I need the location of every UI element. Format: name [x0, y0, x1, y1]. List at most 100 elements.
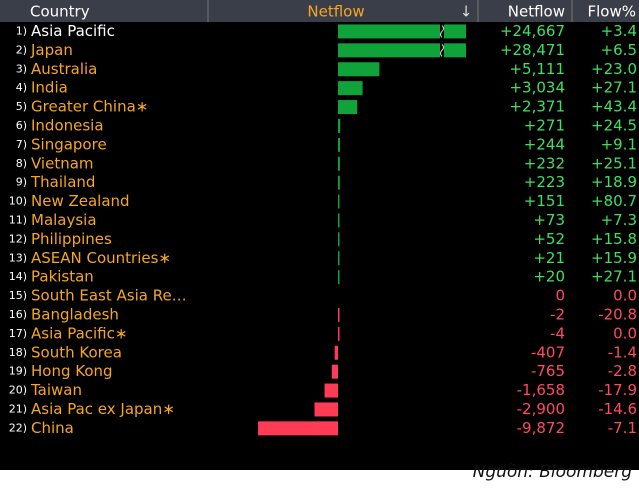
netflow-bar — [338, 156, 340, 171]
netflow-bar — [258, 421, 338, 436]
rank: 17) — [9, 327, 27, 340]
netflow-bar — [337, 326, 340, 341]
header-netflow-bar[interactable]: Netflow — [307, 3, 364, 21]
flow-pct: +43.4 — [591, 98, 637, 116]
rank: 10) — [9, 195, 27, 208]
netflow-bar — [338, 118, 341, 133]
bar-break-mark — [440, 43, 444, 57]
flow-pct: -17.9 — [598, 381, 637, 399]
flow-pct: +23.0 — [591, 60, 637, 78]
netflow-bar — [338, 24, 466, 39]
rank: 21) — [9, 402, 27, 415]
flow-pct: +9.1 — [601, 135, 637, 153]
netflow-bar — [314, 402, 338, 417]
rank: 11) — [9, 213, 27, 226]
flow-pct: +18.9 — [591, 173, 637, 191]
netflow-value: -2,900 — [517, 400, 565, 418]
flow-pct: +6.5 — [601, 41, 637, 59]
source-caption: Nguồn: Bloomberg — [473, 461, 633, 482]
rank: 7) — [16, 138, 27, 151]
rank: 15) — [9, 289, 27, 302]
country-name: India — [31, 79, 68, 97]
flow-pct: +25.1 — [591, 154, 637, 172]
country-name: New Zealand — [31, 192, 130, 210]
country-name: Philippines — [31, 230, 112, 248]
country-name: Asia Pacific∗ — [31, 324, 127, 342]
netflow-bar — [338, 43, 466, 58]
flow-pct: +7.3 — [601, 211, 637, 229]
country-name: ASEAN Countries∗ — [31, 249, 171, 267]
country-name: Indonesia — [31, 116, 104, 134]
netflow-value: +271 — [524, 116, 565, 134]
header-country[interactable]: Country — [30, 3, 90, 21]
country-name: Bangladesh — [31, 305, 119, 323]
netflow-bar — [338, 270, 340, 285]
netflow-value: +20 — [533, 268, 565, 286]
netflow-value: +24,667 — [500, 22, 565, 40]
rank: 16) — [9, 308, 27, 321]
netflow-bar — [338, 137, 340, 152]
rank: 14) — [9, 270, 27, 283]
flow-pct: +24.5 — [591, 116, 637, 134]
rank: 18) — [9, 346, 27, 359]
netflow-value: -407 — [531, 343, 565, 361]
rank: 3) — [16, 62, 27, 75]
netflow-value: -2 — [550, 305, 565, 323]
terminal-bg — [0, 0, 639, 470]
flow-pct: +27.1 — [591, 79, 637, 97]
rank: 19) — [9, 365, 27, 378]
sort-arrow: ↓ — [460, 3, 473, 21]
netflow-value: +52 — [533, 230, 565, 248]
country-name: Hong Kong — [31, 362, 113, 380]
flow-pct: 0.0 — [613, 287, 637, 305]
flow-pct: +15.9 — [591, 249, 637, 267]
rank: 1) — [16, 24, 27, 37]
netflow-value: +223 — [524, 173, 565, 191]
rank: 6) — [16, 119, 27, 132]
netflow-bar — [338, 232, 340, 247]
netflow-bar — [337, 307, 340, 322]
country-name: Japan — [30, 41, 73, 59]
header-flow-pct[interactable]: Flow% — [588, 3, 637, 21]
country-name: Pakistan — [31, 268, 94, 286]
netflow-value: +5,111 — [509, 60, 565, 78]
netflow-bar — [331, 364, 338, 379]
header-bg — [0, 0, 639, 22]
rank: 22) — [9, 421, 27, 434]
flow-pct: -2.8 — [608, 362, 637, 380]
netflow-bar — [324, 383, 338, 398]
country-name: Singapore — [31, 135, 107, 153]
country-name: Vietnam — [31, 154, 94, 172]
flow-pct: +3.4 — [601, 22, 637, 40]
country-name: Asia Pac ex Japan∗ — [31, 400, 175, 418]
country-name: South East Asia Re… — [31, 287, 187, 305]
flow-pct: 0.0 — [613, 324, 637, 342]
country-name: Asia Pacific — [31, 22, 115, 40]
rank: 20) — [9, 384, 27, 397]
flow-pct: +80.7 — [591, 192, 637, 210]
netflow-value: +28,471 — [500, 41, 565, 59]
country-name: China — [31, 419, 74, 437]
netflow-bar — [338, 62, 380, 77]
rank: 13) — [9, 251, 27, 264]
rank: 8) — [16, 157, 27, 170]
netflow-value: +21 — [533, 249, 565, 267]
netflow-value: +151 — [524, 192, 565, 210]
flow-pct: +27.1 — [591, 268, 637, 286]
flow-pct: -7.1 — [608, 419, 637, 437]
country-name: Australia — [31, 60, 97, 78]
country-name: Taiwan — [30, 381, 82, 399]
netflow-bar — [338, 175, 340, 190]
netflow-bar — [338, 194, 340, 209]
flow-pct: -14.6 — [598, 400, 637, 418]
country-name: South Korea — [31, 343, 122, 361]
netflow-value: -4 — [550, 324, 565, 342]
rank: 12) — [9, 232, 27, 245]
netflow-bar — [334, 345, 338, 360]
header-netflow[interactable]: Netflow — [508, 3, 565, 21]
rank: 5) — [16, 100, 27, 113]
country-name: Greater China∗ — [31, 98, 148, 116]
netflow-value: 0 — [555, 287, 565, 305]
netflow-value: -1,658 — [517, 381, 565, 399]
